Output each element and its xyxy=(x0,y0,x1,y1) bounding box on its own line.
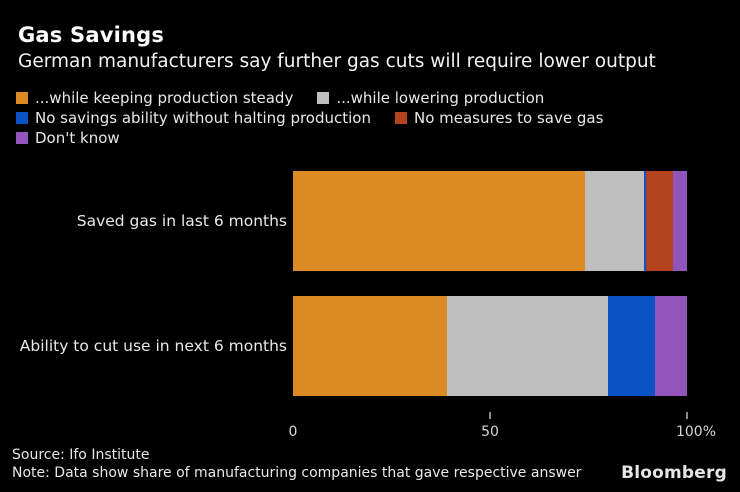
legend-label: ...while keeping production steady xyxy=(35,89,294,107)
bar-segment xyxy=(643,171,646,271)
legend-label: No measures to save gas xyxy=(413,109,604,127)
stacked-bar-chart: Saved gas in last 6 months Ability to cut… xyxy=(0,171,740,396)
legend-swatch-icon xyxy=(317,92,330,104)
page-title: Gas Savings xyxy=(18,23,165,47)
axis-tick xyxy=(686,412,688,419)
bar-segment xyxy=(608,296,656,396)
legend-item: No measures to save gas xyxy=(394,108,604,128)
footer: Source: Ifo Institute Note: Data show sh… xyxy=(12,446,581,482)
x-axis: 0 50 100% xyxy=(289,412,716,457)
bar-row: Ability to cut use in next 6 months xyxy=(0,296,740,396)
bloomberg-logo: Bloomberg xyxy=(621,463,727,483)
category-label: Ability to cut use in next 6 months xyxy=(19,337,287,355)
bar-segment xyxy=(673,171,687,271)
stacked-bar xyxy=(293,296,687,396)
bar-segment xyxy=(655,296,687,396)
axis-tick-label: 50 xyxy=(481,424,499,440)
legend-item: ...while keeping production steady xyxy=(16,88,293,108)
bar-segment xyxy=(645,171,674,271)
legend-item: Don't know xyxy=(16,128,120,148)
legend-label: No savings ability without halting produ… xyxy=(35,109,371,127)
bar-segment xyxy=(293,171,585,271)
legend-label: ...while lowering production xyxy=(336,89,545,107)
legend-item: No savings ability without halting produ… xyxy=(16,108,371,128)
stacked-bar xyxy=(293,171,687,271)
legend-label: Don't know xyxy=(35,129,120,147)
legend: ...while keeping production steady ...whi… xyxy=(16,88,724,148)
axis-tick xyxy=(489,412,491,419)
bar-segment xyxy=(584,171,644,271)
page-subtitle: German manufacturers say further gas cut… xyxy=(18,51,656,72)
note-text: Note: Data show share of manufacturing c… xyxy=(12,465,582,481)
source-text: Source: Ifo Institute xyxy=(12,447,150,463)
axis-tick-label: 100% xyxy=(675,424,717,440)
legend-swatch-icon xyxy=(16,132,28,144)
legend-swatch-icon xyxy=(16,92,28,104)
bar-segment xyxy=(293,296,447,396)
bar-segment xyxy=(446,296,609,396)
bar-row: Saved gas in last 6 months xyxy=(0,171,740,271)
legend-swatch-icon xyxy=(16,112,28,124)
axis-tick-label: 0 xyxy=(288,424,298,440)
legend-item: ...while lowering production xyxy=(317,88,544,108)
category-label: Saved gas in last 6 months xyxy=(76,212,287,230)
legend-swatch-icon xyxy=(394,112,407,124)
